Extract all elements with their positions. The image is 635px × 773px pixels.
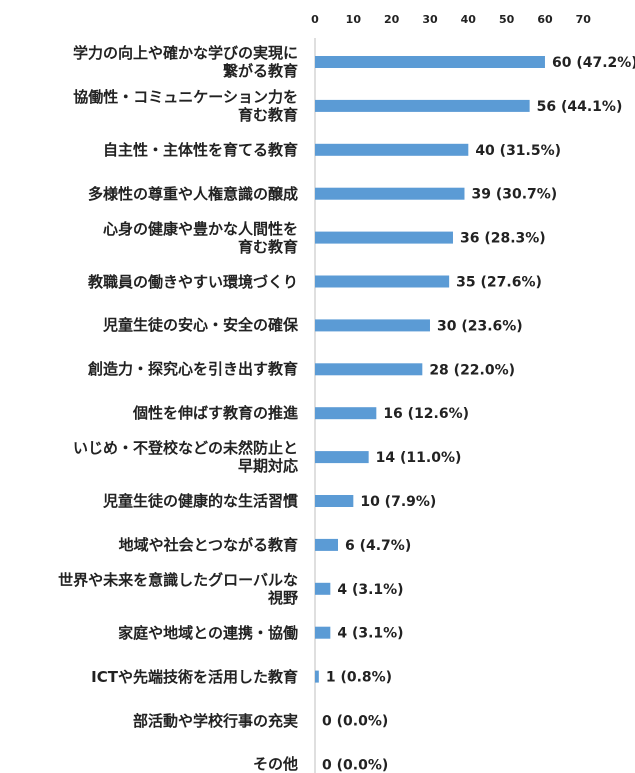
bar (315, 538, 338, 551)
category-label: 部活動や学校行事の充実 (132, 711, 298, 730)
bar (315, 275, 450, 288)
category-label: 心身の健康や豊かな人間性を 育む教育 (102, 219, 298, 256)
value-label: 39 (30.7%) (471, 187, 557, 203)
category-label: 個性を伸ばす教育の推進 (132, 404, 298, 423)
bar (315, 670, 319, 683)
x-tick-label: 60 (537, 13, 553, 26)
value-label: 0 (0.0%) (322, 714, 388, 730)
bar (315, 99, 530, 112)
x-tick-label: 40 (461, 13, 477, 26)
value-label: 35 (27.6%) (456, 275, 542, 291)
bar (315, 495, 354, 507)
category-label: その他 (252, 755, 298, 773)
bar (315, 319, 430, 332)
category-label: 児童生徒の健康的な生活習慣 (102, 492, 298, 510)
category-label: ICTや先端技術を活用した教育 (91, 667, 298, 686)
value-label: 28 (22.0%) (429, 362, 515, 378)
category-label: 協働性・コミュニケーション力を 育む教育 (73, 87, 298, 124)
x-tick-label: 0 (311, 13, 319, 26)
value-label: 0 (0.0%) (322, 757, 388, 773)
category-label: 多様性の尊重や人権意識の醸成 (87, 184, 298, 203)
category-label: 創造力・探究心を引き出す教育 (87, 360, 298, 379)
bar (315, 363, 423, 376)
category-label: 児童生徒の安心・安全の確保 (102, 316, 298, 335)
category-label: 学力の向上や確かな学びの実現に 繋がる教育 (72, 44, 298, 80)
value-label: 30 (23.6%) (437, 318, 523, 334)
value-label: 16 (12.6%) (383, 406, 469, 422)
category-label: 地域や社会とつながる教育 (118, 535, 298, 554)
value-label: 36 (28.3%) (460, 231, 546, 247)
bar (315, 231, 453, 244)
x-tick-label: 10 (346, 13, 362, 26)
bar (315, 626, 331, 639)
x-tick-label: 20 (384, 13, 400, 26)
category-label: 自主性・主体性を育てる教育 (102, 140, 298, 159)
value-label: 40 (31.5%) (475, 143, 561, 159)
bar (315, 407, 377, 420)
x-tick-label: 30 (422, 13, 438, 26)
category-label: いじめ・不登校などの未然防止と 早期対応 (72, 439, 298, 476)
bar (315, 451, 369, 464)
value-label: 6 (4.7%) (345, 538, 411, 554)
value-label: 10 (7.9%) (360, 494, 436, 510)
bar (315, 187, 465, 200)
value-label: 4 (3.1%) (337, 626, 403, 642)
x-tick-label: 50 (499, 13, 515, 26)
x-tick-label: 70 (576, 13, 592, 26)
value-label: 60 (47.2%) (552, 55, 635, 71)
bar (315, 582, 331, 595)
value-label: 1 (0.8%) (326, 670, 392, 686)
category-label: 教職員の働きやすい環境づくり (87, 272, 298, 291)
category-label: 家庭や地域との連携・協働 (118, 623, 298, 642)
value-label: 14 (11.0%) (376, 450, 462, 466)
bar (315, 56, 545, 68)
value-label: 4 (3.1%) (337, 582, 403, 598)
category-label: 世界や未来を意識したグローバルな 視野 (58, 570, 298, 607)
bar (315, 143, 469, 156)
value-label: 56 (44.1%) (537, 99, 623, 115)
